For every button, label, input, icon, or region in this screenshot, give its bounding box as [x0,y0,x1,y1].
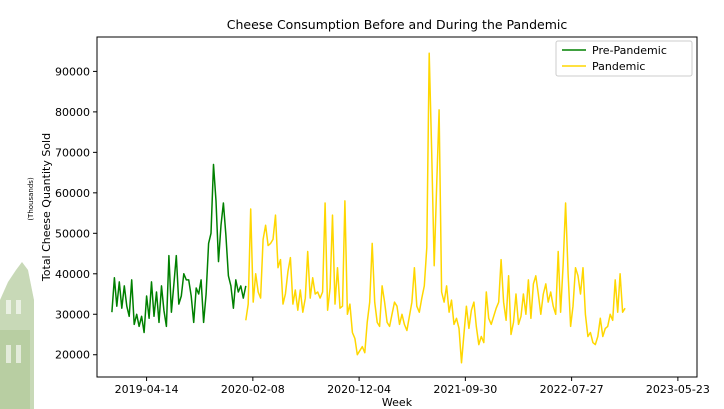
y-tick-label: 90000 [55,65,90,78]
y-tick-label: 70000 [55,146,90,159]
legend-label-pre-pandemic: Pre-Pandemic [592,44,667,57]
y-tick-label: 80000 [55,106,90,119]
x-tick-label: 2019-04-14 [115,383,179,396]
watermark-logo [0,262,34,409]
chart-title: Cheese Consumption Before and During the… [227,17,568,32]
legend-box [555,40,693,77]
y-tick-label: 40000 [55,268,90,281]
legend-label-pandemic: Pandemic [592,60,645,73]
y-axis: 20000 30000 40000 50000 60000 70000 80000 90000 [55,65,97,362]
x-axis: 2019-04-14 2020-02-08 2020-12-04 2021-09-30… [115,377,710,396]
series-line-pre-pandemic [111,163,247,334]
y-axis-label: Total Cheese Quantity Sold [40,133,53,282]
legend: Pre-Pandemic Pandemic [555,40,693,77]
y-tick-label: 50000 [55,227,90,240]
y-tick-label: 60000 [55,187,90,200]
y-axis-units: (Thousands) [27,177,35,221]
plot-frame [96,36,698,378]
x-tick-label: 2021-09-30 [433,383,497,396]
x-tick-label: 2022-07-27 [540,383,604,396]
series-layer [111,52,626,364]
y-tick-label: 20000 [55,349,90,362]
x-tick-label: 2020-12-04 [327,383,391,396]
x-tick-label: 2023-05-23 [646,383,710,396]
x-axis-label: Week [382,396,413,409]
series-line-pandemic [245,52,626,364]
x-tick-label: 2020-02-08 [221,383,285,396]
y-tick-label: 30000 [55,308,90,321]
